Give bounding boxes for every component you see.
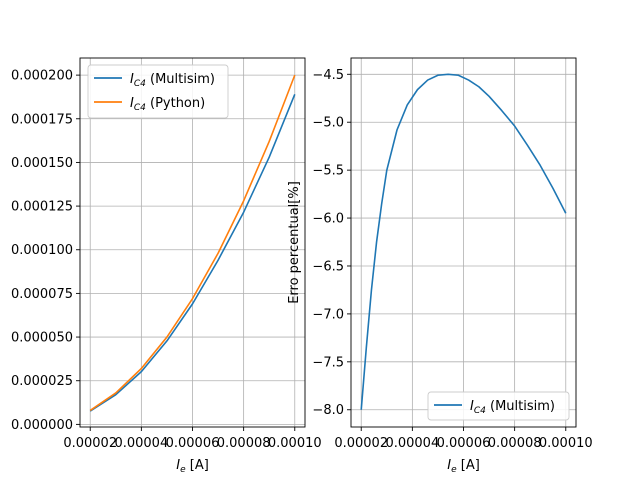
legend-entry: IC4 (Python) [130,96,205,113]
y-tick-label: 0.000050 [11,331,73,346]
y-tick-label: −6.5 [312,259,344,274]
legend: IC4 (Multisim) [427,391,570,421]
legend-box [427,391,570,421]
legend-box [87,64,229,119]
y-tick-label: 0.000200 [11,69,73,84]
x-tick-label: 0.00008 [488,436,542,451]
series-line-2 [89,74,296,412]
y-tick-label: −7.0 [312,307,344,322]
x-tick-label: 0.00004 [385,436,439,451]
y-tick-label: 0.000175 [11,112,73,127]
y-tick-label: 0.000025 [11,374,73,389]
y-tick-label: −7.5 [312,355,344,370]
y-tick-label: 0.000150 [11,156,73,171]
legend-entry: IC4 (Multisim) [130,72,215,89]
y-tick-label: −4.5 [312,68,344,83]
x-tick-label: 0.00006 [437,436,491,451]
y-tick-label: −6.0 [312,212,344,227]
x-tick-label: 0.00008 [217,436,271,451]
x-axis-label: Ie [A] [176,458,209,475]
y-tick-label: 0.000000 [11,418,73,433]
y-tick-label: −8.0 [312,403,344,418]
y-tick-label: −5.0 [312,116,344,131]
x-tick-label: 0.00004 [114,436,168,451]
legend-entry: IC4 (Multisim) [470,399,555,416]
legend: IC4 (Multisim) IC4 (Python) [87,64,229,119]
y-tick-label: 0.000100 [11,243,73,258]
x-tick-label: 0.00006 [166,436,220,451]
y-axis-label: Erro percentual[%] [287,181,302,304]
y-tick-label: 0.000125 [11,200,73,215]
x-tick-label: 0.00010 [539,436,593,451]
x-axis-label: Ie [A] [447,458,480,475]
x-tick-label: 0.00010 [268,436,322,451]
series-line-1 [360,73,567,410]
x-tick-label: 0.00002 [63,436,117,451]
y-tick-label: −5.5 [312,164,344,179]
x-tick-label: 0.00002 [334,436,388,451]
y-tick-label: 0.000075 [11,287,73,302]
series-line-1 [89,94,296,412]
